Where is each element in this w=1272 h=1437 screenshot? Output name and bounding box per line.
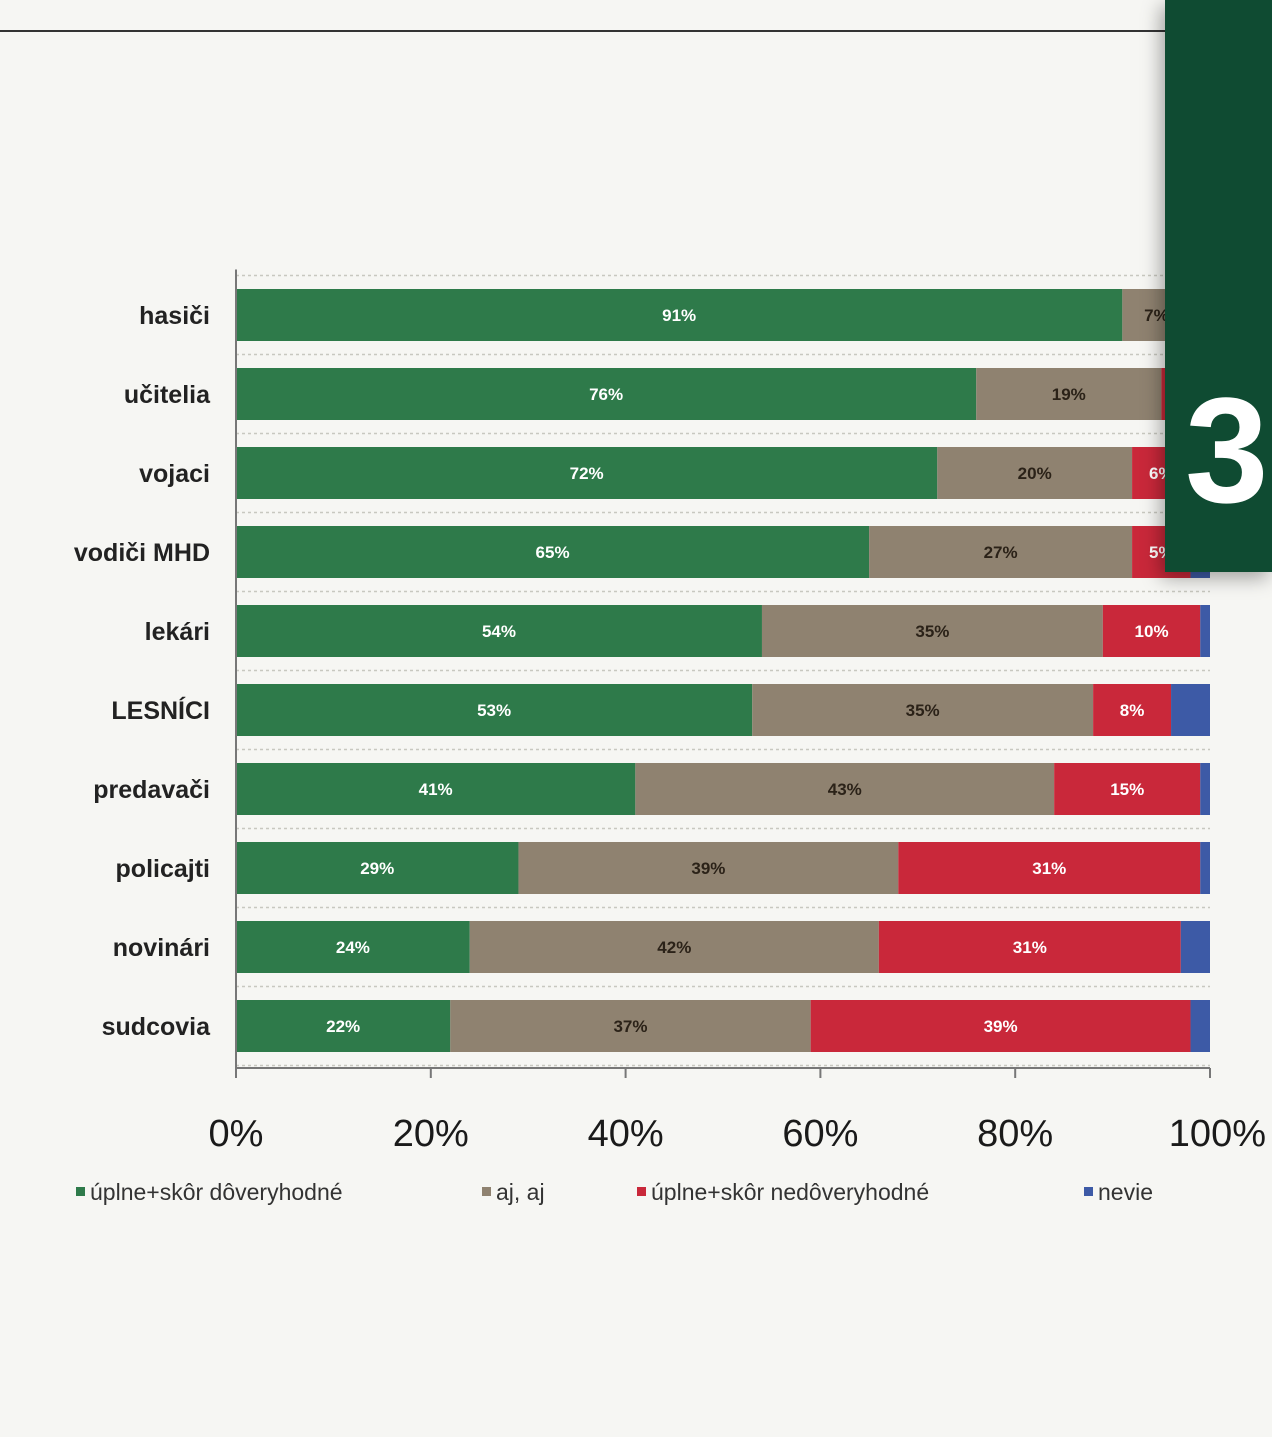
legend-label: úplne+skôr dôveryhodné <box>90 1179 343 1205</box>
bar-segment <box>635 763 1055 815</box>
x-tick-label: 0% <box>209 1113 264 1155</box>
data-label: 29% <box>360 859 394 878</box>
data-label: 39% <box>691 859 725 878</box>
bar-segment <box>236 447 938 499</box>
bar-segment <box>236 684 753 736</box>
category-label: lekári <box>145 618 210 646</box>
bar-segment <box>236 921 470 973</box>
legend-label: nevie <box>1098 1179 1153 1205</box>
data-label: 54% <box>482 622 516 641</box>
bar-segment <box>937 447 1133 499</box>
bar-segment <box>1200 763 1210 815</box>
data-label: 41% <box>419 780 453 799</box>
category-label: vojaci <box>139 460 210 488</box>
legend: úplne+skôr dôveryhodné aj, aj úplne+skôr n… <box>76 1179 1153 1205</box>
page-top-rule <box>0 30 1170 32</box>
data-label: 72% <box>570 464 604 483</box>
section-number-tab: 3 <box>1165 0 1272 572</box>
category-label: predavači <box>93 776 210 804</box>
bar-segment <box>869 526 1133 578</box>
x-tick-label: 80% <box>977 1113 1053 1155</box>
data-label: 22% <box>326 1017 360 1036</box>
legend-swatch <box>637 1187 646 1196</box>
data-label: 76% <box>589 385 623 404</box>
data-label: 53% <box>477 701 511 720</box>
legend-swatch <box>76 1187 85 1196</box>
data-label: 19% <box>1052 385 1086 404</box>
bar-segment <box>1054 763 1201 815</box>
bar-segment <box>236 526 870 578</box>
bar-segment <box>1102 605 1201 657</box>
data-label: 27% <box>984 543 1018 562</box>
data-label: 7% <box>1144 306 1169 325</box>
data-label: 37% <box>613 1017 647 1036</box>
data-label: 10% <box>1135 622 1169 641</box>
bar-segment <box>518 842 899 894</box>
bar-segment <box>236 368 977 420</box>
bar-segment <box>1200 842 1210 894</box>
bar-segment <box>810 1000 1191 1052</box>
x-tick-label: 100% <box>1169 1113 1266 1155</box>
category-label: vodiči MHD <box>74 539 210 567</box>
bar-segment <box>469 921 879 973</box>
bar-segment <box>236 763 636 815</box>
data-label: 91% <box>662 306 696 325</box>
data-label: 42% <box>657 938 691 957</box>
bar-segment <box>898 842 1201 894</box>
category-label: hasiči <box>139 302 210 330</box>
bar-segment <box>236 842 519 894</box>
bar-segment <box>450 1000 811 1052</box>
data-label: 65% <box>536 543 570 562</box>
data-label: 15% <box>1110 780 1144 799</box>
bar-segment <box>236 605 762 657</box>
bar-segment <box>1180 921 1210 973</box>
data-label: 31% <box>1013 938 1047 957</box>
x-tick-label: 60% <box>782 1113 858 1155</box>
bar-segment <box>878 921 1181 973</box>
x-tick-label: 20% <box>393 1113 469 1155</box>
data-label: 20% <box>1018 464 1052 483</box>
bar-segment <box>761 605 1103 657</box>
bar-segment <box>1093 684 1172 736</box>
category-label: učitelia <box>124 381 211 409</box>
category-label: policajti <box>116 855 210 883</box>
x-tick-label: 40% <box>588 1113 664 1155</box>
bar-segment <box>1171 684 1210 736</box>
data-label: 43% <box>828 780 862 799</box>
data-label: 35% <box>906 701 940 720</box>
bar-segment <box>752 684 1094 736</box>
category-label: sudcovia <box>102 1013 211 1041</box>
legend-swatch <box>482 1187 491 1196</box>
bars-layer: hasiči 91% 7%učitelia 76% 19%vojaci 72% 20% 6%v… <box>74 274 1210 1067</box>
bar-segment <box>236 289 1123 341</box>
legend-label: úplne+skôr nedôveryhodné <box>651 1179 929 1205</box>
x-axis: 0% 20% 40% 60% 80% 100% <box>209 269 1266 1155</box>
bar-segment <box>1200 605 1210 657</box>
category-label: novinári <box>113 934 210 962</box>
section-number: 3 <box>1185 366 1269 534</box>
data-label: 39% <box>984 1017 1018 1036</box>
data-label: 24% <box>336 938 370 957</box>
legend-swatch <box>1084 1187 1093 1196</box>
legend-label: aj, aj <box>496 1179 545 1205</box>
bar-segment <box>976 368 1162 420</box>
data-label: 8% <box>1120 701 1145 720</box>
bar-segment <box>236 1000 451 1052</box>
data-label: 31% <box>1032 859 1066 878</box>
bar-segment <box>1190 1000 1210 1052</box>
data-label: 35% <box>915 622 949 641</box>
category-label: LESNÍCI <box>111 696 210 725</box>
